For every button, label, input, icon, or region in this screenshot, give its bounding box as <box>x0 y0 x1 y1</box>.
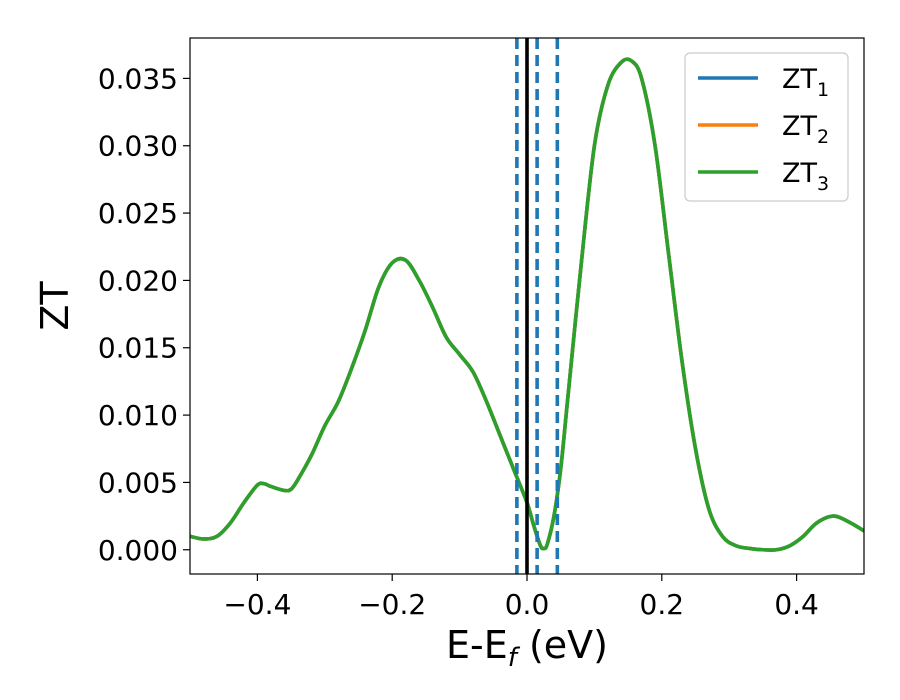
y-tick-label: 0.035 <box>98 62 178 95</box>
x-axis-label-tail: (eV) <box>517 623 608 667</box>
y-tick-label: 0.010 <box>98 399 178 432</box>
y-axis-label: ZT <box>33 281 77 331</box>
x-tick-label: 0.0 <box>505 588 550 621</box>
x-axis-label-main: E-E <box>446 623 508 667</box>
plot-lines-layer <box>190 38 864 574</box>
y-tick-label: 0.000 <box>98 534 178 567</box>
y-tick-label: 0.020 <box>98 264 178 297</box>
legend-box <box>684 52 849 202</box>
y-tick-label: 0.025 <box>98 197 178 230</box>
axis-ticks-layer: −0.4 −0.2 0.0 0.2 0.4 0.000 0.005 0.010 0.015 0.0… <box>98 62 819 621</box>
series-line-3 <box>190 57 864 552</box>
y-tick-label: 0.015 <box>98 332 178 365</box>
legend-label-2: ZT2 <box>782 111 829 148</box>
x-axis-label: E-Ef (eV) <box>446 623 608 673</box>
legend-label-3: ZT3 <box>782 158 829 195</box>
x-tick-label: 0.4 <box>774 588 819 621</box>
legend: ZT1 ZT2 ZT3 <box>684 52 849 202</box>
y-tick-label: 0.005 <box>98 466 178 499</box>
x-tick-label: −0.4 <box>223 588 291 621</box>
x-tick-label: 0.2 <box>640 588 685 621</box>
x-tick-label: −0.2 <box>358 588 426 621</box>
legend-label-1: ZT1 <box>782 64 829 101</box>
y-tick-label: 0.030 <box>98 130 178 163</box>
